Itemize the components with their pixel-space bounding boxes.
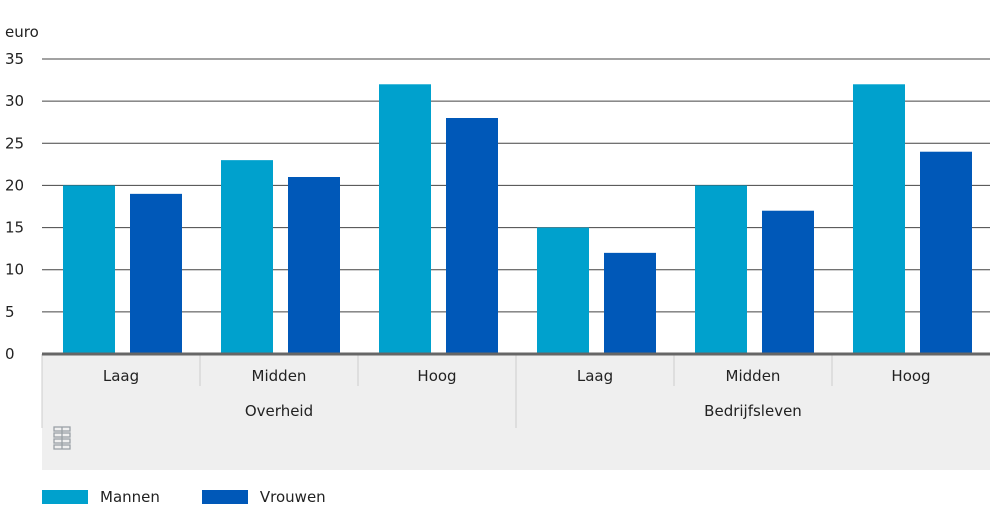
grid-layer [42, 58, 990, 313]
bar-vrouwen [288, 177, 340, 354]
bar-vrouwen [920, 151, 972, 354]
cbs-logo-icon [53, 426, 71, 450]
y-tick-label: 30 [5, 92, 24, 110]
y-tick-label: 20 [5, 176, 24, 194]
legend: Mannen Vrouwen [42, 488, 368, 506]
x-category-label: Hoog [891, 367, 930, 385]
x-group-label: Bedrijfsleven [704, 402, 802, 420]
x-category-label: Laag [577, 367, 613, 385]
chart-svg: 0 5 10 15 20 25 30 35 Laag Midden Hoog Laag Midden Ho… [5, 23, 990, 470]
legend-swatch-mannen [42, 490, 88, 504]
bar-vrouwen [130, 193, 182, 354]
y-tick-label: 0 [5, 345, 15, 363]
bar-mannen [853, 84, 905, 355]
x-category-label: Midden [252, 367, 307, 385]
legend-label-vrouwen: Vrouwen [259, 488, 326, 506]
bar-mannen [695, 185, 747, 354]
x-category-label: Midden [726, 367, 781, 385]
y-axis-unit-label: euro [5, 23, 39, 41]
bar-vrouwen [446, 118, 498, 354]
bar-mannen [379, 84, 431, 355]
bar-layer [63, 84, 972, 355]
legend-item-mannen: Mannen [42, 488, 160, 506]
legend-label-mannen: Mannen [100, 488, 160, 506]
y-tick-label: 25 [5, 134, 24, 152]
legend-item-vrouwen: Vrouwen [201, 488, 326, 506]
x-category-label: Laag [103, 367, 139, 385]
y-tick-label: 15 [5, 219, 24, 237]
y-tick-label: 35 [5, 50, 24, 68]
y-tick-label: 5 [5, 303, 15, 321]
x-group-label: Overheid [245, 402, 313, 420]
x-category-label: Hoog [417, 367, 456, 385]
label-layer: 0 5 10 15 20 25 30 35 Laag Midden Hoog Laag Midden Ho… [5, 50, 990, 428]
bar-vrouwen [604, 252, 656, 354]
y-tick-label: 10 [5, 261, 24, 279]
bar-vrouwen [762, 210, 814, 354]
bar-mannen [63, 185, 115, 354]
bar-mannen [221, 160, 273, 354]
legend-swatch-vrouwen [201, 490, 248, 504]
bar-mannen [537, 227, 589, 354]
